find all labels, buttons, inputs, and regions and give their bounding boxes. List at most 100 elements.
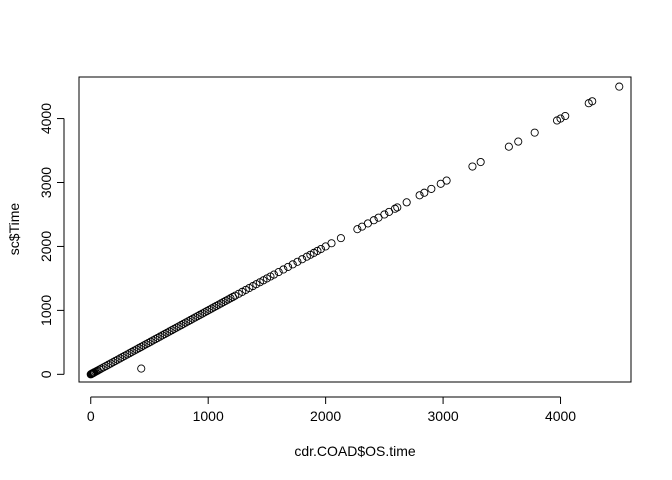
data-point: [132, 345, 141, 354]
data-point: [125, 349, 134, 358]
data-point: [402, 198, 411, 207]
data-point: [380, 210, 389, 219]
data-point: [118, 353, 127, 362]
data-point: [269, 270, 279, 279]
data-point: [99, 363, 108, 372]
data-point: [214, 300, 223, 309]
data-point: [200, 308, 209, 317]
data-point: [134, 344, 143, 353]
data-point: [188, 314, 197, 323]
data-point: [184, 317, 193, 326]
data-point: [151, 335, 160, 344]
data-point: [226, 294, 235, 303]
data-point: [561, 111, 570, 121]
data-point: [148, 336, 158, 345]
data-point: [123, 350, 132, 359]
x-tick-label: 0: [87, 408, 95, 424]
data-point: [530, 128, 539, 137]
y-tick-label: 2000: [38, 231, 54, 262]
data-point: [327, 239, 336, 248]
x-tick-label: 1000: [193, 408, 224, 424]
data-point: [205, 305, 214, 314]
data-point: [298, 255, 307, 264]
data-point: [293, 257, 302, 266]
data-point: [127, 347, 136, 356]
y-axis: 0 1000 2000 3000 4000: [38, 103, 65, 378]
y-tick-label: 0: [38, 370, 54, 378]
data-point: [174, 322, 183, 331]
data-point: [353, 225, 362, 234]
data-point: [130, 346, 139, 355]
data-point: [170, 324, 179, 333]
data-point: [165, 327, 174, 336]
data-point: [316, 244, 325, 254]
data-point: [144, 338, 153, 348]
data-point: [198, 309, 207, 318]
data-point: [369, 216, 378, 225]
x-tick-label: 3000: [428, 408, 459, 424]
x-tick-label: 4000: [545, 408, 576, 424]
data-point: [153, 333, 162, 342]
data-point: [420, 188, 429, 197]
data-point: [588, 97, 597, 106]
data-point: [139, 341, 148, 350]
data-point: [390, 204, 399, 213]
data-point: [116, 354, 125, 363]
data-point: [212, 301, 221, 310]
data-point: [181, 318, 190, 327]
data-point: [137, 364, 146, 373]
data-point: [158, 331, 167, 340]
data-point: [113, 355, 122, 364]
data-point: [202, 306, 212, 316]
data-point: [104, 360, 113, 369]
data-point: [442, 176, 451, 185]
data-point: [210, 303, 219, 312]
data-point: [193, 312, 202, 321]
data-point: [106, 359, 115, 368]
data-point: [101, 361, 111, 371]
x-tick-label: 2000: [310, 408, 341, 424]
data-point: [274, 267, 283, 277]
data-point: [415, 191, 424, 200]
y-axis-label: sc$Time: [6, 203, 22, 256]
data-point: [146, 337, 155, 346]
data-point: [288, 260, 297, 269]
data-point: [207, 304, 216, 313]
data-point: [95, 365, 104, 374]
data-point: [172, 323, 181, 332]
data-point: [279, 265, 288, 274]
data-point: [111, 356, 120, 365]
plot-frame: [78, 76, 632, 383]
data-point: [109, 358, 118, 367]
data-point: [556, 114, 565, 123]
data-point: [514, 137, 523, 146]
data-point: [427, 184, 436, 193]
data-point: [97, 364, 106, 373]
data-point: [393, 203, 402, 212]
data-point: [155, 332, 165, 341]
data-point: [195, 310, 205, 319]
data-point: [468, 162, 477, 171]
data-point: [163, 328, 172, 337]
x-axis-label: cdr.COAD$OS.time: [294, 443, 416, 459]
data-point: [336, 234, 345, 243]
data-point: [476, 157, 485, 167]
data-point: [221, 296, 230, 305]
data-point: [177, 321, 186, 330]
data-point: [160, 329, 169, 339]
data-point: [137, 342, 146, 351]
data-point: [179, 319, 188, 328]
data-point: [615, 82, 624, 91]
data-point: [284, 262, 293, 271]
y-tick-label: 1000: [38, 295, 54, 326]
data-point: [219, 298, 228, 307]
data-points: [86, 82, 624, 379]
data-point: [191, 313, 200, 322]
data-point: [120, 351, 129, 360]
data-point: [224, 295, 233, 304]
data-point: [217, 299, 226, 308]
x-axis: 0 1000 2000 3000 4000: [87, 396, 576, 424]
y-tick-label: 3000: [38, 167, 54, 198]
